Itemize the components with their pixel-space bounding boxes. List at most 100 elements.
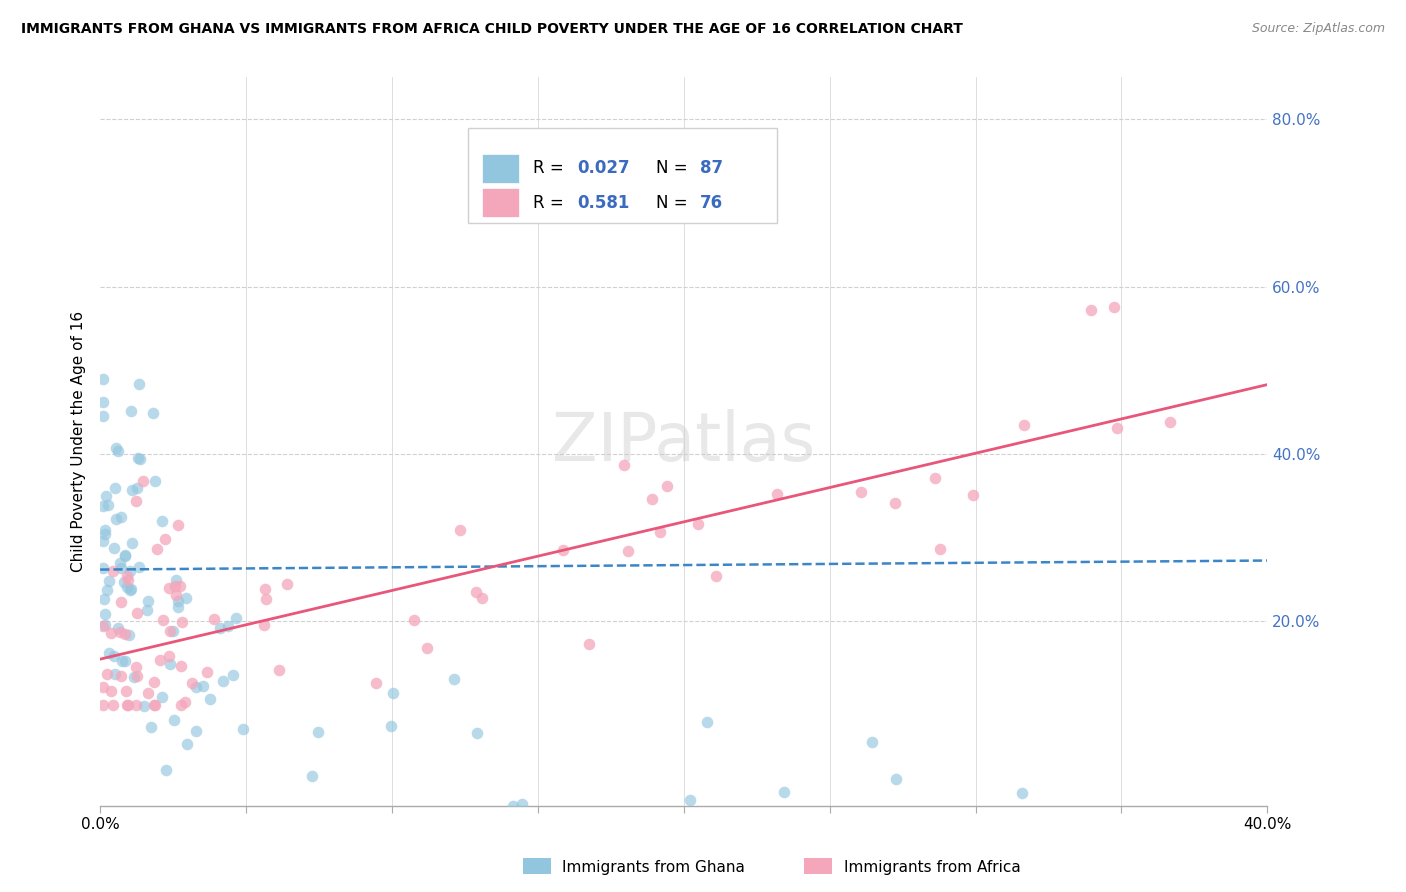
Point bbox=[128, 560, 150, 574]
Point bbox=[94, 618, 117, 632]
Point bbox=[117, 698, 139, 713]
Point bbox=[193, 679, 215, 693]
Point bbox=[471, 591, 494, 606]
Point bbox=[91, 395, 114, 409]
Point bbox=[465, 585, 488, 599]
Point bbox=[1080, 302, 1102, 317]
Point bbox=[114, 549, 136, 563]
Point bbox=[688, 517, 710, 532]
Point bbox=[884, 772, 907, 787]
Text: Source: ZipAtlas.com: Source: ZipAtlas.com bbox=[1251, 22, 1385, 36]
Point bbox=[91, 681, 114, 695]
Point bbox=[307, 724, 329, 739]
Point bbox=[169, 578, 191, 592]
Point bbox=[128, 377, 150, 392]
Point bbox=[132, 474, 155, 488]
Point bbox=[551, 542, 574, 557]
Point bbox=[773, 784, 796, 798]
Text: 0.027: 0.027 bbox=[578, 160, 630, 178]
Point bbox=[883, 495, 905, 509]
Point bbox=[254, 582, 277, 596]
Text: 76: 76 bbox=[700, 194, 723, 211]
Point bbox=[402, 613, 425, 627]
Point bbox=[141, 720, 163, 734]
Point bbox=[91, 372, 114, 386]
Point bbox=[150, 514, 173, 528]
Point bbox=[650, 524, 672, 539]
Point bbox=[195, 665, 218, 679]
Point bbox=[98, 574, 121, 588]
Point bbox=[118, 628, 141, 642]
Point bbox=[169, 698, 191, 713]
Point bbox=[121, 536, 143, 550]
Point bbox=[254, 591, 277, 606]
Point bbox=[93, 523, 115, 537]
Point bbox=[1107, 420, 1129, 434]
Point bbox=[176, 591, 198, 605]
Point bbox=[94, 489, 117, 503]
Point bbox=[150, 690, 173, 704]
Point bbox=[157, 581, 180, 595]
Point bbox=[94, 527, 117, 541]
Point bbox=[117, 698, 139, 713]
Point bbox=[142, 698, 165, 713]
Point bbox=[696, 715, 718, 730]
Point bbox=[104, 441, 127, 455]
Point bbox=[613, 458, 636, 472]
Point bbox=[924, 471, 946, 485]
Point bbox=[114, 627, 136, 641]
Point bbox=[97, 498, 120, 512]
Point bbox=[120, 582, 142, 596]
Point bbox=[104, 481, 127, 495]
Point bbox=[91, 698, 114, 713]
Bar bbox=[482, 154, 519, 183]
Text: IMMIGRANTS FROM GHANA VS IMMIGRANTS FROM AFRICA CHILD POVERTY UNDER THE AGE OF 1: IMMIGRANTS FROM GHANA VS IMMIGRANTS FROM… bbox=[21, 22, 963, 37]
Point bbox=[217, 619, 239, 633]
Point bbox=[114, 549, 136, 563]
Point bbox=[851, 484, 873, 499]
Point bbox=[159, 657, 181, 672]
Point bbox=[149, 653, 172, 667]
Point bbox=[198, 692, 221, 706]
Text: Immigrants from Africa: Immigrants from Africa bbox=[844, 860, 1021, 874]
Point bbox=[301, 769, 323, 783]
Point bbox=[704, 569, 727, 583]
Point bbox=[136, 594, 159, 608]
Point bbox=[104, 667, 127, 681]
Bar bbox=[804, 858, 832, 874]
Point bbox=[167, 599, 190, 614]
Point bbox=[232, 722, 254, 736]
Point bbox=[129, 451, 152, 466]
Point bbox=[125, 494, 148, 508]
Point bbox=[132, 699, 155, 714]
Point bbox=[142, 406, 165, 420]
Text: N =: N = bbox=[655, 160, 693, 178]
Point bbox=[101, 564, 124, 578]
Point bbox=[364, 676, 387, 690]
Text: R =: R = bbox=[533, 160, 569, 178]
Point bbox=[105, 512, 128, 526]
Point bbox=[222, 668, 245, 682]
Point bbox=[152, 613, 174, 627]
Point bbox=[416, 640, 439, 655]
Point bbox=[165, 573, 187, 587]
Point bbox=[467, 726, 489, 740]
Point bbox=[163, 713, 186, 727]
Point bbox=[578, 637, 600, 651]
Point bbox=[766, 486, 789, 500]
Point bbox=[929, 542, 952, 557]
Text: Immigrants from Ghana: Immigrants from Ghana bbox=[562, 860, 745, 874]
Point bbox=[862, 735, 884, 749]
Point bbox=[135, 602, 157, 616]
Point bbox=[165, 588, 187, 602]
Point bbox=[1104, 300, 1126, 314]
Point bbox=[162, 624, 184, 638]
Point bbox=[100, 625, 122, 640]
Point bbox=[172, 615, 194, 629]
Point bbox=[103, 698, 125, 713]
Point bbox=[617, 544, 640, 558]
Text: R =: R = bbox=[533, 194, 569, 211]
Point bbox=[93, 607, 115, 621]
Point bbox=[124, 660, 146, 674]
Point bbox=[125, 698, 148, 713]
